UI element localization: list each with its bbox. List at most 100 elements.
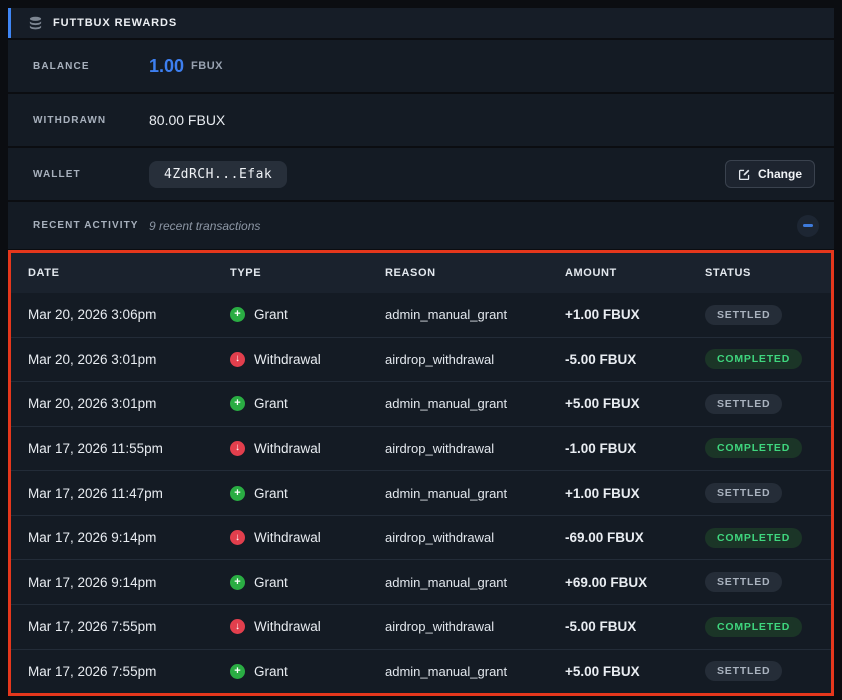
transaction-type-label: Grant <box>254 396 288 411</box>
status-badge: COMPLETED <box>705 528 802 548</box>
transaction-type-label: Grant <box>254 664 288 679</box>
table-row: Mar 17, 2026 11:47pm Grant admin_manual_… <box>11 470 831 515</box>
balance-value: 1.00 <box>149 56 184 77</box>
status-badge: SETTLED <box>705 483 782 503</box>
status-badge: SETTLED <box>705 572 782 592</box>
withdrawal-arrow-icon <box>230 619 245 634</box>
column-header-type: TYPE <box>230 267 385 279</box>
withdrawal-arrow-icon <box>230 530 245 545</box>
collapse-activity-button[interactable] <box>797 215 819 237</box>
transaction-date: Mar 17, 2026 11:47pm <box>28 486 230 501</box>
transactions-table: DATE TYPE REASON AMOUNT STATUS Mar 20, 2… <box>8 250 834 696</box>
status-badge: SETTLED <box>705 661 782 681</box>
transaction-reason: admin_manual_grant <box>385 307 565 322</box>
transaction-amount: -5.00 FBUX <box>565 352 705 367</box>
grant-plus-icon <box>230 664 245 679</box>
transaction-amount: +1.00 FBUX <box>565 307 705 322</box>
transaction-amount: -1.00 FBUX <box>565 441 705 456</box>
column-header-status: STATUS <box>705 267 831 279</box>
transaction-type: Withdrawal <box>230 530 385 545</box>
transaction-reason: admin_manual_grant <box>385 486 565 501</box>
edit-icon <box>738 168 751 181</box>
grant-plus-icon <box>230 486 245 501</box>
table-row: Mar 17, 2026 11:55pm Withdrawal airdrop_… <box>11 426 831 471</box>
transaction-type-label: Withdrawal <box>254 619 321 634</box>
transaction-date: Mar 17, 2026 9:14pm <box>28 575 230 590</box>
transaction-reason: airdrop_withdrawal <box>385 530 565 545</box>
transaction-amount: +69.00 FBUX <box>565 575 705 590</box>
transaction-count: 9 recent transactions <box>149 219 260 233</box>
table-row: Mar 17, 2026 7:55pm Grant admin_manual_g… <box>11 649 831 694</box>
minus-icon <box>803 224 813 227</box>
wallet-label: WALLET <box>33 169 149 180</box>
transaction-reason: admin_manual_grant <box>385 575 565 590</box>
transaction-date: Mar 17, 2026 7:55pm <box>28 664 230 679</box>
table-body: Mar 20, 2026 3:06pm Grant admin_manual_g… <box>11 293 831 693</box>
grant-plus-icon <box>230 396 245 411</box>
transaction-type-label: Grant <box>254 486 288 501</box>
column-header-date: DATE <box>28 267 230 279</box>
transaction-reason: airdrop_withdrawal <box>385 352 565 367</box>
recent-activity-row: RECENT ACTIVITY 9 recent transactions <box>8 202 834 249</box>
transaction-type: Grant <box>230 664 385 679</box>
recent-activity-label: RECENT ACTIVITY <box>33 220 149 231</box>
status-badge: COMPLETED <box>705 617 802 637</box>
transaction-type-label: Withdrawal <box>254 530 321 545</box>
table-row: Mar 20, 2026 3:01pm Withdrawal airdrop_w… <box>11 337 831 382</box>
transaction-date: Mar 20, 2026 3:06pm <box>28 307 230 322</box>
transaction-type: Grant <box>230 307 385 322</box>
table-row: Mar 20, 2026 3:06pm Grant admin_manual_g… <box>11 293 831 337</box>
withdrawn-row: WITHDRAWN 80.00 FBUX <box>8 94 834 146</box>
transaction-date: Mar 17, 2026 11:55pm <box>28 441 230 456</box>
status-badge: SETTLED <box>705 305 782 325</box>
transaction-reason: admin_manual_grant <box>385 396 565 411</box>
table-row: Mar 17, 2026 9:14pm Withdrawal airdrop_w… <box>11 515 831 560</box>
transaction-date: Mar 17, 2026 9:14pm <box>28 530 230 545</box>
transaction-amount: +5.00 FBUX <box>565 664 705 679</box>
transaction-type-label: Withdrawal <box>254 441 321 456</box>
balance-label: BALANCE <box>33 61 149 72</box>
transaction-type: Withdrawal <box>230 619 385 634</box>
table-row: Mar 17, 2026 9:14pm Grant admin_manual_g… <box>11 559 831 604</box>
withdrawal-arrow-icon <box>230 441 245 456</box>
table-row: Mar 20, 2026 3:01pm Grant admin_manual_g… <box>11 381 831 426</box>
transaction-type: Grant <box>230 486 385 501</box>
transaction-type: Withdrawal <box>230 441 385 456</box>
transaction-date: Mar 17, 2026 7:55pm <box>28 619 230 634</box>
balance-unit: FBUX <box>191 60 223 72</box>
table-row: Mar 17, 2026 7:55pm Withdrawal airdrop_w… <box>11 604 831 649</box>
transaction-type: Grant <box>230 396 385 411</box>
transaction-amount: +1.00 FBUX <box>565 486 705 501</box>
withdrawal-arrow-icon <box>230 352 245 367</box>
column-header-reason: REASON <box>385 267 565 279</box>
change-wallet-button[interactable]: Change <box>725 160 815 188</box>
wallet-row: WALLET 4ZdRCH...Efak Change <box>8 148 834 200</box>
transaction-date: Mar 20, 2026 3:01pm <box>28 396 230 411</box>
transaction-amount: -5.00 FBUX <box>565 619 705 634</box>
panel-header: FUTTBUX REWARDS <box>8 8 834 38</box>
change-button-label: Change <box>758 167 802 181</box>
table-header-row: DATE TYPE REASON AMOUNT STATUS <box>11 253 831 293</box>
transaction-type-label: Grant <box>254 307 288 322</box>
status-badge: COMPLETED <box>705 438 802 458</box>
panel-title: FUTTBUX REWARDS <box>53 17 177 29</box>
status-badge: SETTLED <box>705 394 782 414</box>
transaction-type-label: Grant <box>254 575 288 590</box>
withdrawn-label: WITHDRAWN <box>33 115 149 126</box>
coins-stack-icon <box>28 16 43 31</box>
transaction-amount: -69.00 FBUX <box>565 530 705 545</box>
balance-row: BALANCE 1.00 FBUX <box>8 40 834 92</box>
transaction-reason: airdrop_withdrawal <box>385 441 565 456</box>
transaction-amount: +5.00 FBUX <box>565 396 705 411</box>
grant-plus-icon <box>230 307 245 322</box>
futtbux-rewards-panel: FUTTBUX REWARDS BALANCE 1.00 FBUX WITHDR… <box>8 8 834 696</box>
column-header-amount: AMOUNT <box>565 267 705 279</box>
grant-plus-icon <box>230 575 245 590</box>
transaction-type: Grant <box>230 575 385 590</box>
transaction-date: Mar 20, 2026 3:01pm <box>28 352 230 367</box>
status-badge: COMPLETED <box>705 349 802 369</box>
transaction-type: Withdrawal <box>230 352 385 367</box>
transaction-reason: airdrop_withdrawal <box>385 619 565 634</box>
wallet-address[interactable]: 4ZdRCH...Efak <box>149 161 287 188</box>
transaction-reason: admin_manual_grant <box>385 664 565 679</box>
